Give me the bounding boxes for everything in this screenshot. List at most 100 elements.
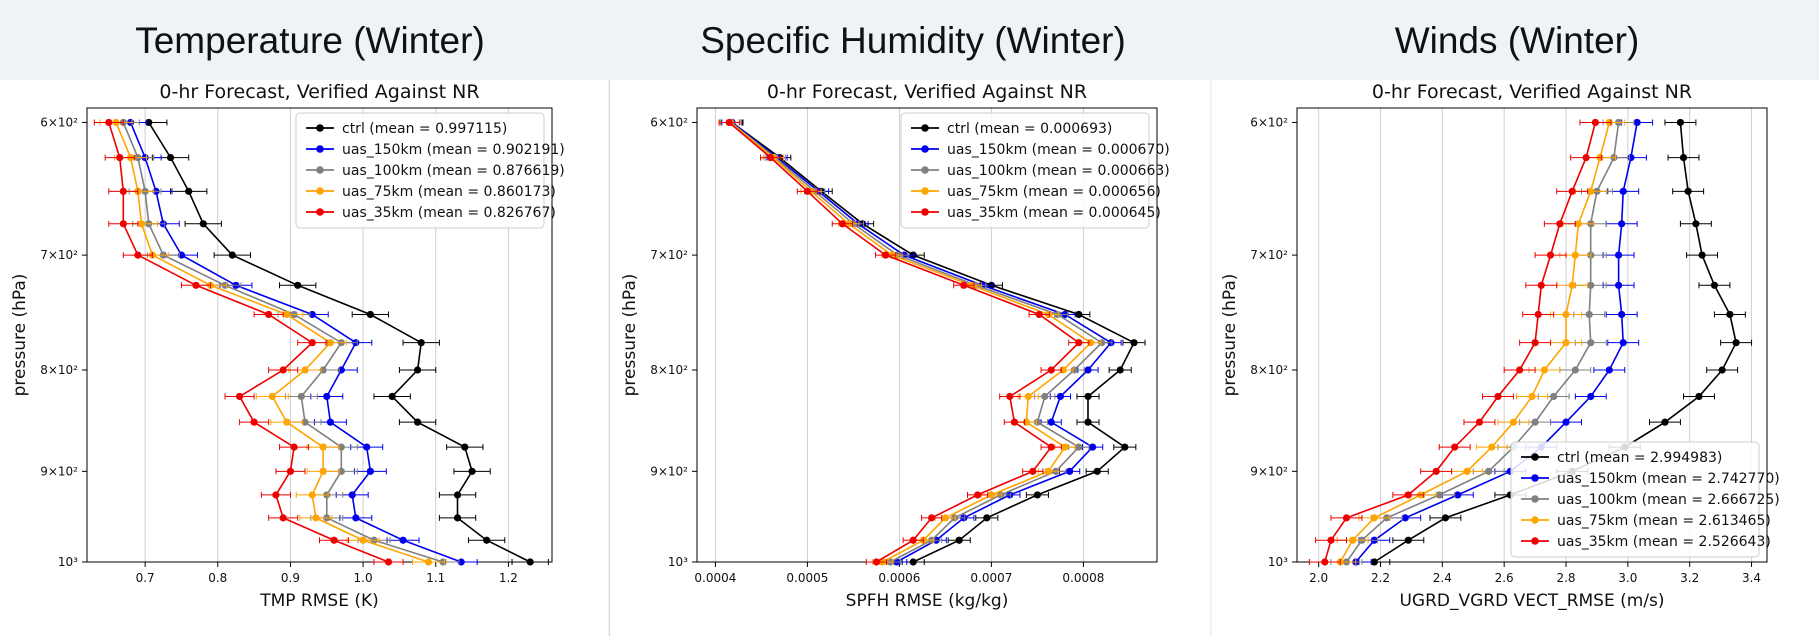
data-point <box>1075 339 1083 347</box>
data-point <box>1006 392 1014 401</box>
data-point <box>1568 281 1576 289</box>
panel-title-temperature: Temperature (Winter) <box>135 20 485 61</box>
x-tick-label: 0.8 <box>208 571 227 585</box>
x-tick-label: 1.1 <box>426 571 445 585</box>
data-point <box>279 514 287 522</box>
legend-swatch-marker <box>1531 516 1539 524</box>
data-point <box>1556 220 1564 228</box>
data-point <box>1342 514 1351 522</box>
data-point <box>1562 310 1570 319</box>
legend-swatch-marker <box>316 208 324 216</box>
legend: ctrl (mean = 0.997115) uas_150km (mean = … <box>295 112 565 229</box>
data-point <box>1718 366 1726 374</box>
data-point <box>960 281 968 289</box>
data-point <box>326 339 334 347</box>
x-tick-label: 0.0004 <box>694 571 736 585</box>
x-tick-label: 2.6 <box>1495 571 1514 585</box>
x-tick-label: 2.4 <box>1433 571 1452 585</box>
data-point <box>1130 339 1138 347</box>
legend-swatch-marker <box>316 124 324 132</box>
plot-frame <box>1296 107 1768 563</box>
y-tick-label: 6×10² <box>650 115 688 129</box>
y-tick-label: 6×10² <box>1250 115 1288 129</box>
data-point <box>352 514 360 522</box>
data-point <box>803 187 811 195</box>
data-point <box>1044 467 1053 475</box>
panel-title-winds: Winds (Winter) <box>1394 20 1640 61</box>
series-uas_35km <box>93 118 404 566</box>
legend-label: uas_150km (mean = 2.742770) <box>1557 471 1780 487</box>
data-point <box>326 418 334 426</box>
data-point <box>1084 366 1092 374</box>
data-point <box>319 443 327 451</box>
panel-divider <box>609 80 610 636</box>
data-point <box>725 118 733 127</box>
data-point <box>417 339 425 347</box>
y-tick-label: 7×10² <box>40 248 78 262</box>
x-tick-label: 0.0005 <box>786 571 828 585</box>
data-point <box>1075 443 1083 451</box>
data-point <box>1568 187 1576 195</box>
x-tick-label: 0.0008 <box>1062 571 1104 585</box>
legend-swatch-marker <box>1531 537 1539 545</box>
data-point <box>1692 220 1700 228</box>
legend-label: uas_100km (mean = 2.666725) <box>1557 492 1780 508</box>
data-point <box>1370 558 1378 566</box>
data-point <box>1024 392 1032 401</box>
x-tick-label: 3.0 <box>1618 571 1637 585</box>
data-point <box>1033 491 1041 499</box>
legend-swatch-marker <box>921 208 929 216</box>
data-point <box>1089 443 1097 451</box>
data-point <box>235 392 244 401</box>
series-uas_35km <box>718 118 1090 566</box>
x-axis-label: TMP RMSE (K) <box>259 591 379 611</box>
data-point <box>1562 339 1570 347</box>
data-point <box>1463 467 1471 475</box>
legend-label: ctrl (mean = 2.994983) <box>1557 450 1722 466</box>
legend-label: uas_75km (mean = 0.000656) <box>947 184 1161 200</box>
series-uas_75km <box>99 118 445 566</box>
data-point <box>1047 418 1055 426</box>
plot-frame <box>86 107 553 563</box>
data-point <box>955 536 963 544</box>
data-point <box>838 220 846 228</box>
data-point <box>1321 558 1329 566</box>
data-point <box>1035 310 1043 319</box>
data-point <box>1494 392 1502 401</box>
data-point <box>1435 491 1443 499</box>
data-point <box>294 281 302 289</box>
data-point <box>185 187 193 195</box>
y-tick-label: 10³ <box>668 555 688 569</box>
legend-swatch-marker <box>921 124 929 132</box>
data-point <box>1070 366 1078 374</box>
y-tick-label: 7×10² <box>650 248 688 262</box>
x-tick-label: 1.2 <box>499 571 518 585</box>
data-point <box>1084 418 1092 426</box>
legend: ctrl (mean = 2.994983) uas_150km (mean = … <box>1510 441 1780 558</box>
data-point <box>1585 310 1593 319</box>
data-point <box>453 514 462 522</box>
data-point <box>308 339 316 347</box>
data-point <box>767 153 775 162</box>
data-point <box>1116 366 1124 374</box>
x-axis-label: SPFH RMSE (kg/kg) <box>846 591 1009 611</box>
data-point <box>1582 153 1590 162</box>
data-point <box>461 443 469 451</box>
data-point <box>1676 118 1685 127</box>
data-point <box>199 220 207 228</box>
data-point <box>1349 536 1357 544</box>
legend-swatch-marker <box>1531 453 1539 461</box>
data-point <box>399 536 407 544</box>
data-point <box>424 558 433 566</box>
data-point <box>983 514 991 522</box>
data-point <box>166 153 175 162</box>
legend-swatch-marker <box>921 166 929 174</box>
y-tick-label: 10³ <box>58 555 78 569</box>
data-point <box>453 491 462 499</box>
x-tick-label: 3.4 <box>1742 571 1761 585</box>
data-point <box>1075 310 1083 319</box>
data-point <box>882 251 890 259</box>
legend: ctrl (mean = 0.000693) uas_150km (mean = … <box>900 112 1170 229</box>
data-point <box>1540 366 1548 374</box>
data-point <box>1546 251 1555 259</box>
